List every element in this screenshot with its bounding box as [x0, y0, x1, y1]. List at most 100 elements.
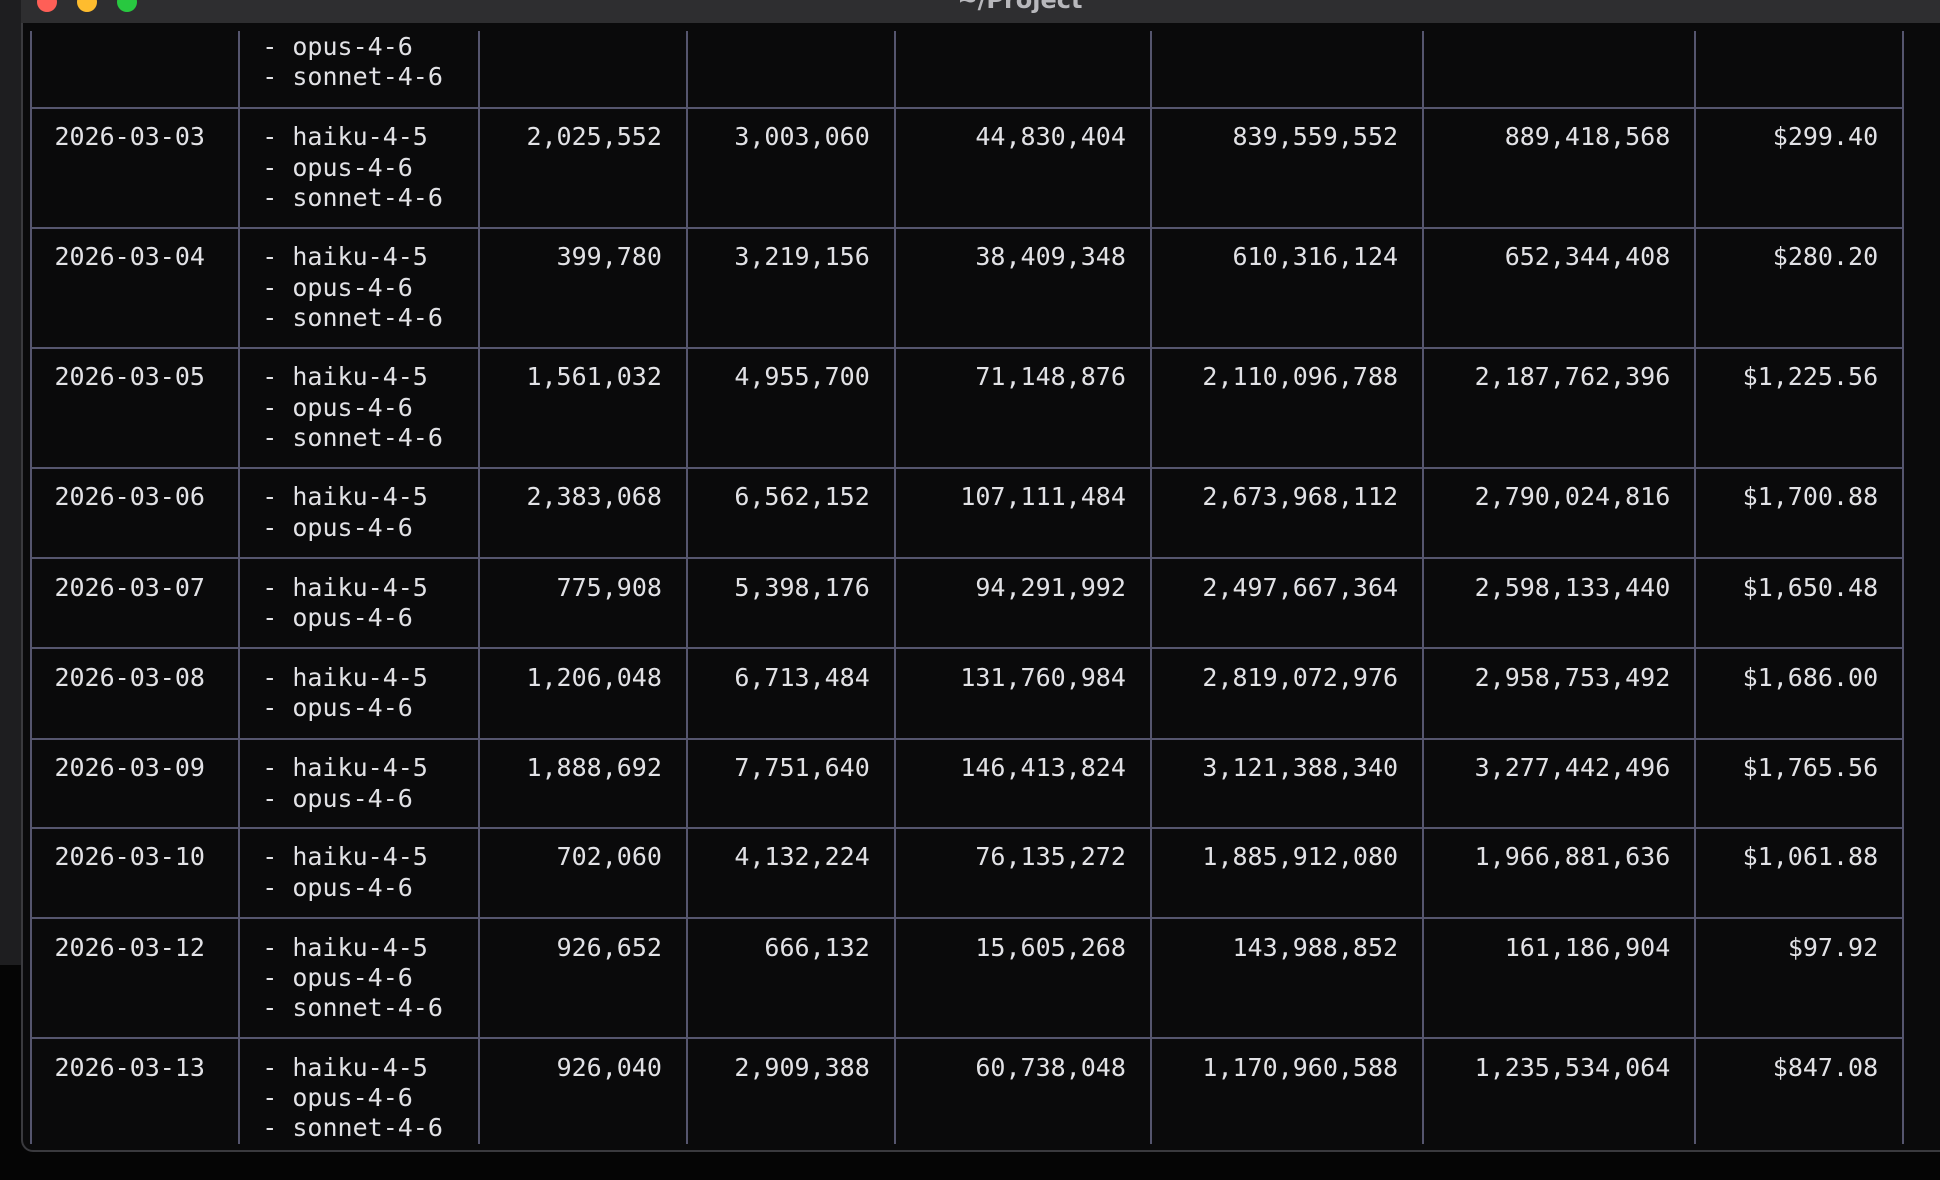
- row-border: [30, 466, 1903, 469]
- row-border: [30, 346, 1903, 349]
- date-cell: 2026-03-07: [54, 572, 205, 602]
- model-item: - sonnet-4-6: [262, 1113, 443, 1143]
- number-cell: 76,135,272: [975, 842, 1126, 872]
- number-cell: 3,219,156: [734, 242, 870, 272]
- number-cell: 399,780: [556, 242, 662, 272]
- model-item: - opus-4-6: [262, 152, 413, 182]
- number-cell: $1,225.56: [1742, 362, 1879, 392]
- date-cell: 2026-03-12: [54, 932, 205, 962]
- row-border: [30, 917, 1903, 920]
- date-cell: 2026-03-04: [54, 242, 205, 272]
- number-cell: 38,409,348: [975, 242, 1126, 272]
- number-cell: 143,988,852: [1232, 932, 1399, 962]
- row-border: [30, 737, 1903, 740]
- number-cell: 2,383,068: [526, 482, 662, 512]
- zoom-button[interactable]: [117, 0, 137, 12]
- number-cell: 3,277,442,496: [1474, 753, 1671, 783]
- row-border: [30, 647, 1903, 650]
- column-border: [1149, 30, 1152, 1145]
- number-cell: $1,650.48: [1742, 572, 1879, 602]
- column-border: [1694, 30, 1697, 1145]
- row-border: [30, 1037, 1903, 1040]
- column-border: [685, 30, 688, 1145]
- number-cell: 2,909,388: [734, 1052, 870, 1082]
- row-border: [30, 826, 1903, 829]
- number-cell: $1,700.88: [1742, 482, 1879, 512]
- terminal-window: [21, 0, 1940, 1152]
- model-item: - opus-4-6: [262, 693, 413, 723]
- model-item: - haiku-4-5: [262, 242, 428, 272]
- number-cell: 926,040: [556, 1052, 662, 1082]
- number-cell: 2,673,968,112: [1202, 482, 1399, 512]
- title-bar: [21, 0, 1940, 23]
- number-cell: 7,751,640: [734, 753, 870, 783]
- model-item: - sonnet-4-6: [262, 993, 443, 1023]
- number-cell: 131,760,984: [960, 663, 1126, 692]
- model-item: - opus-4-6: [262, 603, 413, 632]
- date-cell: 2026-03-09: [54, 753, 205, 783]
- model-item: - opus-4-6: [262, 272, 413, 302]
- close-button[interactable]: [37, 0, 57, 12]
- number-cell: 1,561,032: [526, 362, 662, 392]
- model-item: - opus-4-6: [262, 963, 413, 993]
- column-border: [1421, 30, 1424, 1145]
- column-border: [1901, 30, 1904, 1145]
- column-border: [893, 30, 896, 1145]
- model-item: - haiku-4-5: [262, 1052, 428, 1082]
- number-cell: 3,121,388,340: [1202, 753, 1399, 783]
- number-cell: 146,413,824: [960, 753, 1126, 783]
- minimize-button[interactable]: [77, 0, 97, 12]
- number-cell: 926,652: [556, 932, 662, 962]
- model-item: - haiku-4-5: [262, 663, 428, 692]
- number-cell: 6,713,484: [734, 663, 870, 692]
- model-item: - haiku-4-5: [262, 122, 428, 152]
- number-cell: 15,605,268: [975, 932, 1126, 962]
- number-cell: 2,187,762,396: [1474, 362, 1671, 392]
- date-cell: 2026-03-06: [54, 482, 205, 512]
- row-border: [30, 556, 1903, 559]
- number-cell: 44,830,404: [975, 122, 1126, 152]
- number-cell: 1,206,048: [526, 663, 662, 692]
- number-cell: 4,132,224: [734, 842, 870, 872]
- number-cell: 2,025,552: [526, 122, 662, 152]
- number-cell: $97.92: [1787, 932, 1879, 962]
- number-cell: $280.20: [1772, 242, 1879, 272]
- number-cell: 2,598,133,440: [1474, 572, 1671, 602]
- model-item: - haiku-4-5: [262, 482, 428, 512]
- number-cell: 107,111,484: [960, 482, 1126, 512]
- model-item: - haiku-4-5: [262, 572, 428, 602]
- number-cell: 2,958,753,492: [1474, 663, 1671, 692]
- number-cell: $1,061.88: [1742, 842, 1879, 872]
- model-item: - haiku-4-5: [262, 753, 428, 783]
- number-cell: 4,955,700: [734, 362, 870, 392]
- model-item: - sonnet-4-6: [262, 182, 443, 212]
- model-item: - haiku-4-5: [262, 362, 428, 392]
- column-border: [237, 30, 240, 1145]
- number-cell: 1,888,692: [526, 753, 662, 783]
- number-cell: 889,418,568: [1504, 122, 1671, 152]
- number-cell: 94,291,992: [975, 572, 1126, 602]
- column-border: [29, 30, 32, 1145]
- model-item: - sonnet-4-6: [262, 302, 443, 332]
- number-cell: 1,966,881,636: [1474, 842, 1671, 872]
- number-cell: 1,170,960,588: [1202, 1052, 1399, 1082]
- number-cell: 2,790,024,816: [1474, 482, 1671, 512]
- number-cell: 2,110,096,788: [1202, 362, 1399, 392]
- date-cell: 2026-03-03: [54, 122, 205, 152]
- model-item: - opus-4-6: [262, 512, 413, 542]
- number-cell: 2,819,072,976: [1202, 663, 1399, 692]
- date-cell: 2026-03-05: [54, 362, 205, 392]
- number-cell: 3,003,060: [734, 122, 870, 152]
- number-cell: 161,186,904: [1504, 932, 1671, 962]
- number-cell: 775,908: [556, 572, 662, 602]
- date-cell: 2026-03-08: [54, 663, 205, 692]
- number-cell: 652,344,408: [1504, 242, 1671, 272]
- model-item: - sonnet-4-6: [262, 422, 443, 452]
- number-cell: $1,765.56: [1742, 753, 1879, 783]
- model-item: - haiku-4-5: [262, 932, 428, 962]
- model-item: - opus-4-6: [262, 783, 413, 813]
- number-cell: 839,559,552: [1232, 122, 1399, 152]
- number-cell: $299.40: [1772, 122, 1879, 152]
- number-cell: 666,132: [764, 932, 870, 962]
